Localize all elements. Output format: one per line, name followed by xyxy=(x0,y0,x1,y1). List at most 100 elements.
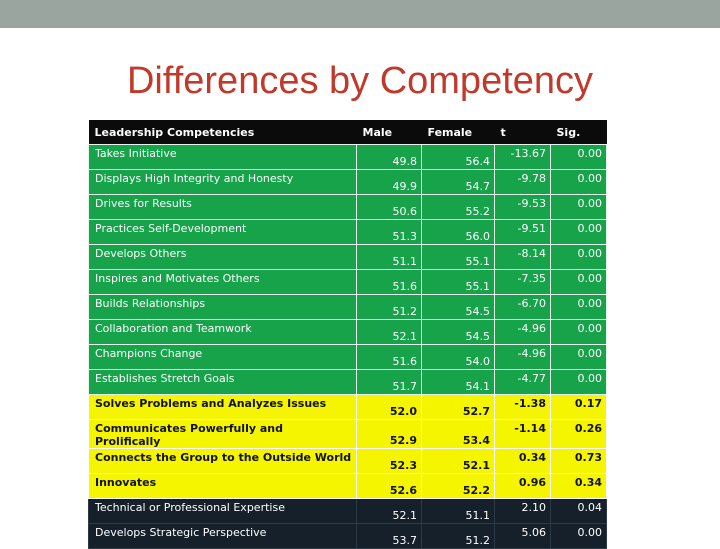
top-bar xyxy=(0,0,720,28)
female-score: 54.0 xyxy=(421,344,495,370)
male-score: 52.0 xyxy=(356,394,422,420)
male-score: 53.7 xyxy=(356,523,422,549)
t-value: -4.96 xyxy=(494,344,551,370)
t-value: -6.70 xyxy=(494,294,551,320)
table-row: Collaboration and Teamwork 52.1 54.5 -4.96 0… xyxy=(88,319,607,345)
female-score: 51.1 xyxy=(421,498,495,524)
t-value: -4.96 xyxy=(494,319,551,345)
t-value: -13.67 xyxy=(494,144,551,170)
sig-value: 0.00 xyxy=(550,244,607,270)
female-score: 54.1 xyxy=(421,369,495,395)
table-row: Drives for Results 50.6 55.2 -9.53 0.00 xyxy=(88,194,607,220)
t-value: -1.38 xyxy=(494,394,551,420)
t-value: -9.51 xyxy=(494,219,551,245)
table-row: Develops Strategic Perspective 53.7 51.2 5.… xyxy=(88,523,607,549)
sig-value: 0.17 xyxy=(550,394,607,420)
competency-name: Develops Others xyxy=(88,244,357,270)
competency-name: Develops Strategic Perspective xyxy=(88,523,357,549)
competency-name: Connects the Group to the Outside World xyxy=(88,448,357,474)
sig-value: 0.00 xyxy=(550,344,607,370)
male-score: 49.8 xyxy=(356,144,422,170)
table-header-row: Leadership Competencies Male Female t Si… xyxy=(88,120,607,145)
t-value: 2.10 xyxy=(494,498,551,524)
female-score: 54.7 xyxy=(421,169,495,195)
female-score: 51.2 xyxy=(421,523,495,549)
competency-name: Drives for Results xyxy=(88,194,357,220)
male-score: 51.7 xyxy=(356,369,422,395)
male-score: 51.1 xyxy=(356,244,422,270)
male-score: 51.3 xyxy=(356,219,422,245)
slide-title: Differences by Competency xyxy=(126,60,594,102)
sig-value: 0.73 xyxy=(550,448,607,474)
male-score: 49.9 xyxy=(356,169,422,195)
female-score: 52.1 xyxy=(421,448,495,474)
header-t: t xyxy=(494,120,551,145)
female-score: 54.5 xyxy=(421,294,495,320)
table-row: Takes Initiative 49.8 56.4 -13.67 0.00 xyxy=(88,144,607,170)
female-score: 55.1 xyxy=(421,269,495,295)
male-score: 52.3 xyxy=(356,448,422,474)
sig-value: 0.04 xyxy=(550,498,607,524)
table-row: Solves Problems and Analyzes Issues 52.0 5… xyxy=(88,394,607,420)
competency-name: Inspires and Motivates Others xyxy=(88,269,357,295)
table-row: Displays High Integrity and Honesty 49.9 5… xyxy=(88,169,607,195)
male-score: 51.6 xyxy=(356,269,422,295)
competency-name: Establishes Stretch Goals xyxy=(88,369,357,395)
male-score: 52.6 xyxy=(356,473,422,499)
male-score: 52.9 xyxy=(356,419,422,449)
t-value: -7.35 xyxy=(494,269,551,295)
table-row: Innovates 52.6 52.2 0.96 0.34 xyxy=(88,473,607,499)
competency-name: Collaboration and Teamwork xyxy=(88,319,357,345)
female-score: 55.2 xyxy=(421,194,495,220)
t-value: -9.53 xyxy=(494,194,551,220)
sig-value: 0.00 xyxy=(550,144,607,170)
male-score: 51.6 xyxy=(356,344,422,370)
table-row: Communicates Powerfully and Prolifically… xyxy=(88,419,607,449)
t-value: -4.77 xyxy=(494,369,551,395)
sig-value: 0.00 xyxy=(550,219,607,245)
male-score: 52.1 xyxy=(356,319,422,345)
competency-name: Champions Change xyxy=(88,344,357,370)
competency-name: Solves Problems and Analyzes Issues xyxy=(88,394,357,420)
t-value: -9.78 xyxy=(494,169,551,195)
female-score: 52.2 xyxy=(421,473,495,499)
competency-name: Communicates Powerfully and Prolifically xyxy=(88,419,357,449)
sig-value: 0.00 xyxy=(550,294,607,320)
header-sig: Sig. xyxy=(550,120,607,145)
table-row: Practices Self-Development 51.3 56.0 -9.51 0… xyxy=(88,219,607,245)
male-score: 51.2 xyxy=(356,294,422,320)
header-competency: Leadership Competencies xyxy=(88,120,357,145)
sig-value: 0.34 xyxy=(550,473,607,499)
t-value: 5.06 xyxy=(494,523,551,549)
t-value: 0.34 xyxy=(494,448,551,474)
competency-name: Builds Relationships xyxy=(88,294,357,320)
table-row: Develops Others 51.1 55.1 -8.14 0.00 xyxy=(88,244,607,270)
female-score: 52.7 xyxy=(421,394,495,420)
female-score: 55.1 xyxy=(421,244,495,270)
header-female: Female xyxy=(421,120,495,145)
female-score: 53.4 xyxy=(421,419,495,449)
table-row: Inspires and Motivates Others 51.6 55.1 -7.… xyxy=(88,269,607,295)
competency-name: Takes Initiative xyxy=(88,144,357,170)
table-row: Connects the Group to the Outside World 5… xyxy=(88,448,607,474)
female-score: 56.0 xyxy=(421,219,495,245)
sig-value: 0.26 xyxy=(550,419,607,449)
sig-value: 0.00 xyxy=(550,523,607,549)
sig-value: 0.00 xyxy=(550,319,607,345)
table-row: Establishes Stretch Goals 51.7 54.1 -4.77 0.… xyxy=(88,369,607,395)
header-male: Male xyxy=(356,120,422,145)
table-body: Takes Initiative 49.8 56.4 -13.67 0.00 Displa… xyxy=(88,144,607,549)
table-row: Champions Change 51.6 54.0 -4.96 0.00 xyxy=(88,344,607,370)
competency-name: Technical or Professional Expertise xyxy=(88,498,357,524)
competency-table: Leadership Competencies Male Female t Si… xyxy=(88,120,607,549)
sig-value: 0.00 xyxy=(550,194,607,220)
female-score: 54.5 xyxy=(421,319,495,345)
sig-value: 0.00 xyxy=(550,269,607,295)
sig-value: 0.00 xyxy=(550,369,607,395)
male-score: 50.6 xyxy=(356,194,422,220)
t-value: -1.14 xyxy=(494,419,551,449)
competency-name: Innovates xyxy=(88,473,357,499)
competency-name: Practices Self-Development xyxy=(88,219,357,245)
sig-value: 0.00 xyxy=(550,169,607,195)
competency-name: Displays High Integrity and Honesty xyxy=(88,169,357,195)
